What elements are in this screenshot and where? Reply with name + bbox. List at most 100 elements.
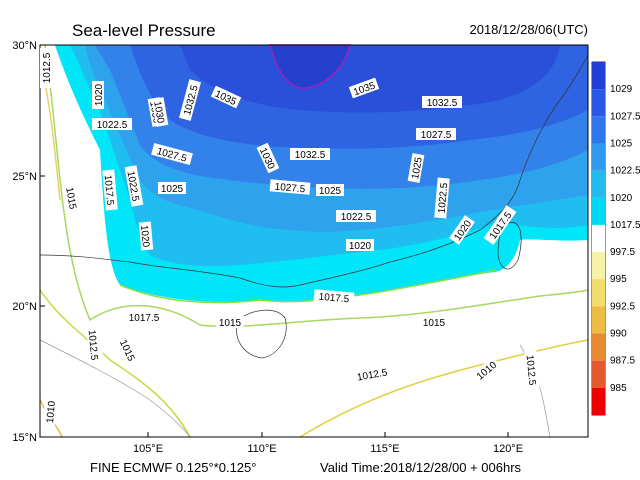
contour-label: 1020 bbox=[138, 221, 154, 251]
colorbar-segment bbox=[592, 333, 605, 361]
contour-label-text: 1015 bbox=[63, 186, 78, 210]
contour-label-box bbox=[42, 397, 58, 427]
contour-label-box bbox=[116, 334, 140, 366]
contour-label-text: 1030 bbox=[151, 100, 166, 124]
contour-label: 1017.5 bbox=[102, 169, 118, 211]
contour-label-text: 1020 bbox=[138, 225, 151, 249]
contour-label-box bbox=[86, 324, 102, 366]
contour-label-text: 1017.5 bbox=[318, 292, 350, 306]
contour-label-text: 1012.5 bbox=[86, 329, 100, 361]
footer-valid-time: Valid Time:2018/12/28/00 + 006hrs bbox=[320, 460, 522, 475]
contour-label-box bbox=[210, 85, 242, 109]
contour-label: 1015 bbox=[63, 183, 81, 213]
colorbar-segment bbox=[592, 116, 605, 144]
contour-label-box bbox=[346, 239, 374, 251]
pressure-fill bbox=[40, 44, 588, 302]
contour-label-text: 1010 bbox=[45, 400, 58, 424]
contour-label-box bbox=[92, 81, 104, 109]
contour-label-text: 1027.5 bbox=[421, 130, 452, 141]
timestamp: 2018/12/28/06(UTC) bbox=[469, 22, 588, 37]
contour-label: 1027.5 bbox=[416, 128, 456, 141]
contour-label-box bbox=[471, 356, 501, 384]
contour-label: 1032.5 bbox=[290, 148, 330, 161]
contour-label-box bbox=[351, 364, 393, 384]
colorbar-label: 990 bbox=[610, 329, 627, 340]
contour-label: 1017.5 bbox=[313, 289, 355, 306]
contour-label-text: 1032.5 bbox=[427, 98, 458, 109]
colorbar-segment bbox=[592, 279, 605, 307]
island-taiwan bbox=[497, 222, 522, 270]
contour-label-box bbox=[313, 289, 355, 305]
contour-label-text: 1032.5 bbox=[295, 150, 326, 161]
lon-label: 110°E bbox=[247, 443, 276, 455]
colorbar-label: 997.5 bbox=[610, 247, 635, 258]
contour-label-text: 1022.5 bbox=[124, 170, 140, 202]
contour-label: 1022.5 bbox=[336, 210, 376, 223]
contour-label-text: 1022.5 bbox=[341, 212, 372, 223]
contour-label-text: 1025 bbox=[161, 184, 184, 195]
colorbar-label: 1027.5 bbox=[610, 111, 640, 122]
contour-label-text: 1012.5 bbox=[356, 367, 388, 383]
colorbar-label: 1022.5 bbox=[610, 166, 640, 177]
contour-label-text: 1015 bbox=[219, 318, 242, 329]
colorbar-segment bbox=[592, 252, 605, 280]
coast-vietnam bbox=[39, 339, 191, 438]
contour-label: 1012.5 bbox=[86, 324, 102, 366]
colorbar-segment bbox=[592, 306, 605, 334]
colorbar-segment bbox=[592, 197, 605, 225]
contour-label: 1025 bbox=[158, 182, 186, 195]
colorbar-label: 1017.5 bbox=[610, 220, 640, 231]
contour-label-box bbox=[124, 311, 164, 323]
contour-label-text: 1022.5 bbox=[97, 120, 128, 131]
contour-label: 1022.5 bbox=[434, 177, 451, 219]
contour-label-text: 1012.5 bbox=[42, 52, 53, 83]
contour-label-box bbox=[151, 143, 193, 165]
colorbar-label: 985 bbox=[610, 383, 627, 394]
colorbar-label: 1020 bbox=[610, 193, 633, 204]
coast-mainland bbox=[39, 54, 589, 288]
colorbar-segment bbox=[592, 360, 605, 388]
contour-label: 1020 bbox=[346, 239, 374, 252]
contour-label-text: 1015 bbox=[423, 318, 446, 329]
contour-label-text: 1022.5 bbox=[437, 182, 451, 214]
island-hainan bbox=[236, 309, 287, 359]
contour-label-box bbox=[138, 221, 154, 251]
colorbar-segment bbox=[592, 224, 605, 253]
contour-label-text: 1017.5 bbox=[102, 174, 116, 206]
contour-label-box bbox=[348, 77, 380, 99]
colorbar-segment bbox=[592, 62, 605, 90]
contour-label: 1012.5 bbox=[524, 349, 540, 391]
colorbar-label: 1029 bbox=[610, 84, 633, 95]
colorbar-label: 987.5 bbox=[610, 356, 635, 367]
lon-label: 120°E bbox=[493, 443, 523, 455]
contour-label: 1012.5 bbox=[40, 48, 53, 88]
contour-label: 1030 bbox=[151, 97, 169, 127]
contour-label-box bbox=[216, 316, 244, 328]
lat-label: 30°N bbox=[12, 40, 37, 52]
contour-label-box bbox=[449, 215, 475, 245]
contour-label-box bbox=[290, 148, 330, 160]
contour-label-box bbox=[336, 210, 376, 222]
coastlines bbox=[39, 54, 589, 438]
contour-label-box bbox=[124, 165, 144, 207]
contour-label: 1025 bbox=[407, 153, 425, 183]
contour-label: 1015 bbox=[420, 316, 448, 329]
contour-1010 bbox=[299, 339, 589, 438]
colorbar-label: 995 bbox=[610, 274, 627, 285]
contour-label-box bbox=[316, 184, 344, 196]
contour-label: 1032.5 bbox=[422, 96, 462, 109]
contour-label-box bbox=[416, 128, 456, 140]
contour-label-text: 1025 bbox=[410, 156, 425, 180]
contour-label-text: 1012.5 bbox=[524, 354, 538, 386]
contour-label-box bbox=[63, 183, 81, 213]
contour-label-box bbox=[434, 177, 450, 219]
contour-label-box bbox=[422, 96, 462, 108]
contour-label-box bbox=[40, 48, 52, 88]
contour-label-box bbox=[483, 205, 517, 245]
colorbar-label: 992.5 bbox=[610, 301, 635, 312]
contour-label-text: 1017.5 bbox=[129, 313, 160, 324]
contour-label: 1017.5 bbox=[124, 311, 164, 324]
contour-label-box bbox=[179, 79, 201, 121]
contour-label-box bbox=[158, 182, 186, 194]
